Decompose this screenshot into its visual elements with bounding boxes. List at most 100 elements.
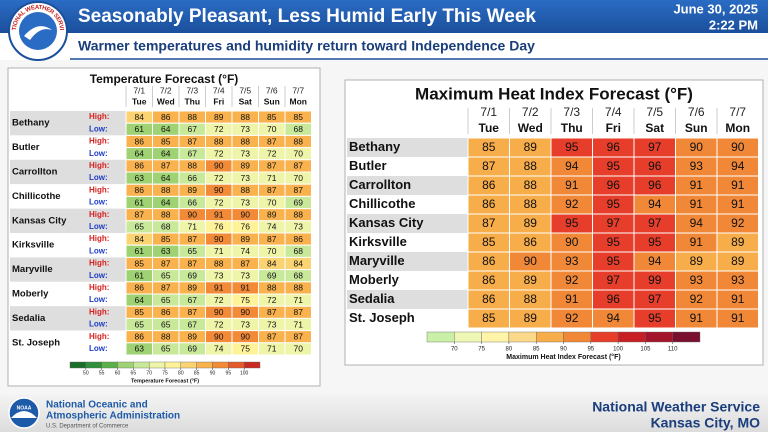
colorbar-segment xyxy=(164,361,182,369)
department: U.S. Department of Commerce xyxy=(46,424,129,430)
row-name: Sedalia xyxy=(349,291,395,306)
value-label: 64 xyxy=(161,173,171,183)
row-name: Sedalia xyxy=(12,313,46,324)
header-time: 2:22 PM xyxy=(709,17,758,32)
value-label: 72 xyxy=(214,173,224,183)
row-name: Carrollton xyxy=(12,167,58,178)
value-label: 76 xyxy=(214,222,224,232)
row-name: Moberly xyxy=(12,289,49,300)
value-label: 88 xyxy=(294,283,304,293)
value-label: 65 xyxy=(161,344,171,354)
value-label: 86 xyxy=(482,292,496,306)
colorbar-segment xyxy=(85,361,102,369)
value-label: 74 xyxy=(241,246,251,256)
row-label: Low: xyxy=(89,198,108,207)
value-label: 94 xyxy=(690,216,704,230)
value-label: 70 xyxy=(294,173,304,183)
column-day: Sat xyxy=(239,96,252,106)
value-label: 85 xyxy=(161,234,171,244)
value-label: 92 xyxy=(565,273,579,287)
column-date: 7/1 xyxy=(480,105,497,119)
colorbar-tick-label: 105 xyxy=(640,347,651,353)
colorbar-tick-label: 70 xyxy=(146,370,152,376)
row-label: High: xyxy=(89,307,109,316)
office-line2: Kansas City, MO xyxy=(651,415,761,431)
row-name-bg xyxy=(347,195,468,214)
logo-bird xyxy=(24,26,52,40)
value-label: 73 xyxy=(267,319,277,329)
column-day: Tue xyxy=(132,96,147,106)
value-label: 90 xyxy=(565,235,579,249)
value-label: 86 xyxy=(135,283,145,293)
value-label: 86 xyxy=(482,197,496,211)
value-label: 67 xyxy=(188,295,198,305)
colorbar-tick-label: 65 xyxy=(131,370,137,376)
row-name-bg xyxy=(347,309,468,328)
value-label: 65 xyxy=(161,295,171,305)
value-label: 84 xyxy=(135,112,145,122)
value-label: 92 xyxy=(690,292,704,306)
value-label: 91 xyxy=(214,209,224,219)
value-label: 87 xyxy=(482,216,496,230)
value-label: 86 xyxy=(161,112,171,122)
colorbar-tick-label: 100 xyxy=(240,370,249,376)
value-label: 87 xyxy=(188,258,198,268)
row-label: High: xyxy=(89,283,109,292)
value-label: 89 xyxy=(731,254,745,268)
value-label: 71 xyxy=(214,246,224,256)
value-label: 87 xyxy=(188,234,198,244)
value-label: 88 xyxy=(214,136,224,146)
column-date: 7/7 xyxy=(292,85,304,95)
value-label: 87 xyxy=(294,307,304,317)
value-label: 96 xyxy=(648,159,662,173)
value-label: 61 xyxy=(135,246,145,256)
value-label: 73 xyxy=(241,148,251,158)
colorbar-tick-label: 70 xyxy=(451,347,458,353)
value-label: 94 xyxy=(565,159,579,173)
value-label: 76 xyxy=(241,222,251,232)
value-label: 94 xyxy=(648,254,662,268)
value-label: 64 xyxy=(161,148,171,158)
colorbar-segment xyxy=(426,331,455,343)
value-label: 89 xyxy=(690,254,704,268)
value-label: 87 xyxy=(161,283,171,293)
colorbar-segment xyxy=(672,331,701,343)
value-label: 89 xyxy=(731,235,745,249)
colorbar-tick-label: 95 xyxy=(587,347,594,353)
value-label: 89 xyxy=(524,140,538,154)
value-label: 68 xyxy=(294,124,304,134)
panel-title: Maximum Heat Index Forecast (°F) xyxy=(415,84,693,103)
value-label: 89 xyxy=(524,311,538,325)
noaa-logo-text: NOAA xyxy=(17,405,32,411)
value-label: 91 xyxy=(690,311,704,325)
value-label: 88 xyxy=(241,136,251,146)
row-label: High: xyxy=(89,161,109,170)
panel-title: Temperature Forecast (°F) xyxy=(90,72,239,86)
value-label: 87 xyxy=(294,185,304,195)
value-label: 63 xyxy=(135,173,145,183)
colorbar-segment xyxy=(243,361,261,369)
value-label: 71 xyxy=(267,344,277,354)
colorbar-label: Temperature Forecast (°F) xyxy=(131,378,199,384)
nws-logo: NATIONAL WEATHER SERVICE xyxy=(0,0,68,61)
row-name-bg xyxy=(10,208,126,233)
value-label: 88 xyxy=(241,185,251,195)
row-name: Chillicothe xyxy=(349,196,415,211)
value-label: 86 xyxy=(294,234,304,244)
value-label: 87 xyxy=(267,234,277,244)
value-label: 93 xyxy=(690,273,704,287)
value-label: 95 xyxy=(607,254,621,268)
value-label: 84 xyxy=(267,258,277,268)
value-label: 70 xyxy=(294,344,304,354)
value-label: 70 xyxy=(267,197,277,207)
colorbar-tick-label: 80 xyxy=(178,370,184,376)
value-label: 91 xyxy=(214,283,224,293)
value-label: 73 xyxy=(214,270,224,280)
colorbar-tick-label: 90 xyxy=(210,370,216,376)
column-day: Wed xyxy=(157,96,175,106)
row-label: Low: xyxy=(89,271,108,280)
value-label: 89 xyxy=(524,273,538,287)
value-label: 86 xyxy=(135,136,145,146)
row-label: Low: xyxy=(89,222,108,231)
